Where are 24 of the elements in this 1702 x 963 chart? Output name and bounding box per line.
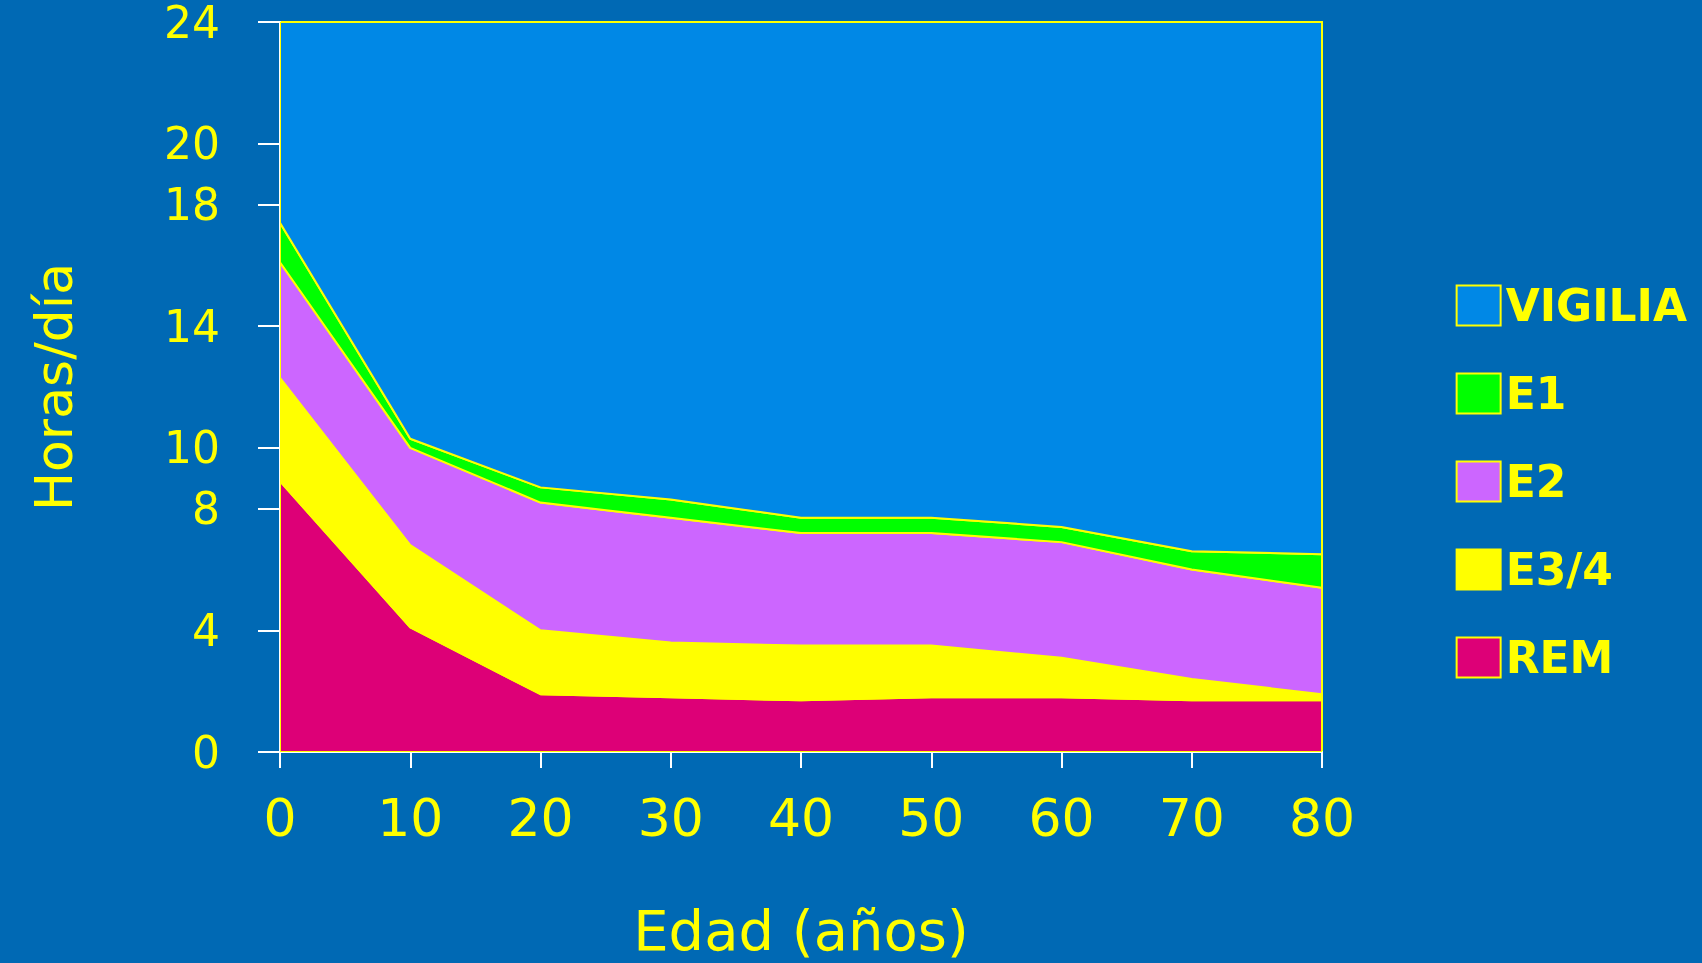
x-tick-label: 60 <box>1028 788 1095 848</box>
x-axis-title: Edad (años) <box>633 897 969 963</box>
x-tick-label: 20 <box>507 788 574 848</box>
legend-label: E3/4 <box>1505 544 1613 595</box>
x-tick-label: 0 <box>263 788 297 848</box>
x-tick-label: 80 <box>1288 788 1356 848</box>
x-tick-label: 70 <box>1158 788 1225 848</box>
legend-label: REM <box>1505 632 1614 683</box>
x-tick-label: 10 <box>377 788 444 848</box>
legend-label: VIGILIA <box>1505 280 1687 331</box>
legend-label: E2 <box>1505 456 1567 507</box>
x-tick-label: 50 <box>898 788 965 848</box>
y-tick-label: 24 <box>164 0 220 48</box>
y-tick-label: 18 <box>164 179 220 230</box>
x-tick-label: 30 <box>637 788 704 848</box>
y-tick-label: 4 <box>192 604 220 656</box>
y-tick-label: 14 <box>164 300 220 352</box>
y-tick-label: 8 <box>192 483 220 535</box>
y-axis-title: Horas/día <box>24 262 84 512</box>
y-tick-label: 10 <box>164 422 220 474</box>
legend-label: E1 <box>1505 368 1567 419</box>
y-tick-label: 0 <box>192 726 220 778</box>
x-tick-label: 40 <box>767 788 835 848</box>
y-tick-label: 20 <box>164 118 220 170</box>
